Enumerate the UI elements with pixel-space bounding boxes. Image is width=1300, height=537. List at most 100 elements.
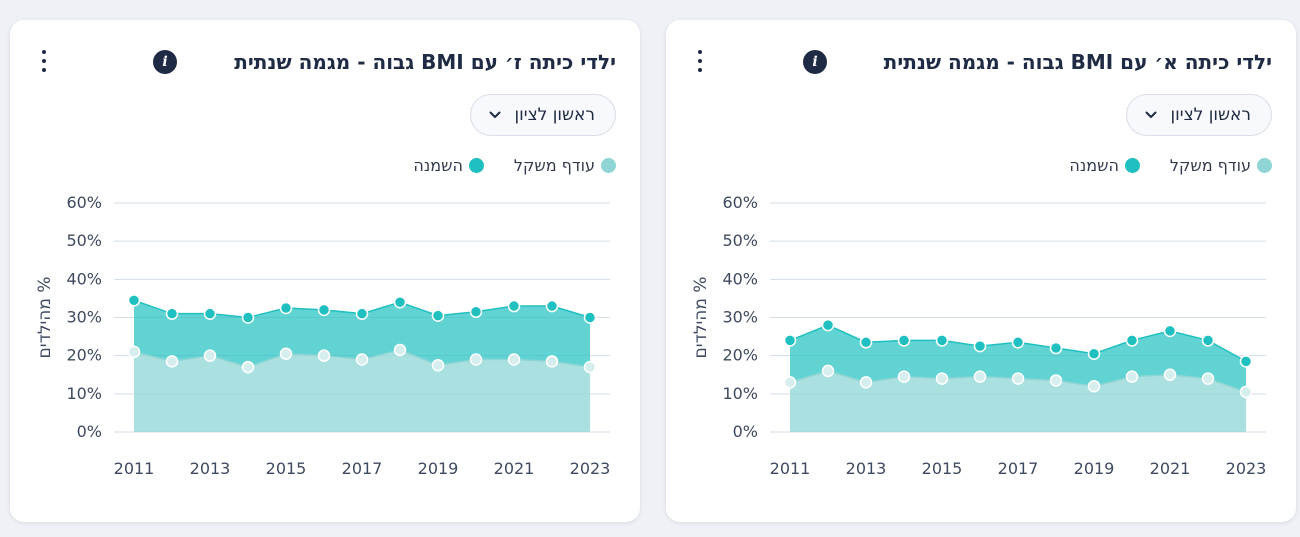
area-chart-grade7: 0% 10% 20% 30% 40% 50% 60% 2011 2013 2015 2017 2019… (35, 193, 611, 478)
y-tick-label: 40% (66, 269, 102, 288)
data-point-obesity (127, 294, 141, 307)
data-point-obesity (1011, 336, 1025, 349)
data-point-overweight (279, 347, 293, 361)
legend-label-obesity: השמנה (413, 156, 463, 175)
y-tick-label: 50% (66, 231, 102, 250)
x-tick-label: 2021 (494, 459, 535, 478)
data-point-overweight (859, 376, 873, 389)
y-tick-label: 30% (722, 308, 758, 327)
y-tick-label: 30% (66, 308, 102, 327)
legend-label-obesity: השמנה (1069, 156, 1119, 175)
legend-item-overweight[interactable]: עודף משקל (514, 156, 616, 175)
x-tick-label: 2021 (1150, 459, 1191, 478)
data-point-overweight (1163, 368, 1177, 381)
data-point-overweight (1011, 372, 1025, 385)
data-point-obesity (393, 295, 407, 309)
info-icon[interactable]: i (803, 50, 827, 74)
x-tick-label: 2023 (570, 459, 611, 478)
legend-swatch-obesity (468, 158, 484, 173)
data-point-overweight (507, 353, 521, 366)
legend-swatch-overweight (1257, 158, 1272, 173)
data-point-obesity (821, 318, 835, 332)
y-axis-label: % מהילדים (35, 276, 55, 358)
city-select[interactable]: ראשון לציון (469, 94, 616, 136)
x-tick-label: 2015 (266, 459, 307, 478)
data-point-obesity (545, 299, 559, 313)
y-tick-label: 50% (722, 231, 758, 250)
data-point-overweight (1201, 372, 1215, 385)
data-point-overweight (935, 372, 949, 385)
legend-label-overweight: עודף משקל (1169, 156, 1251, 175)
legend-swatch-obesity (1124, 158, 1140, 173)
y-tick-label: 0% (733, 422, 758, 441)
legend-item-obesity[interactable]: השמנה (1069, 156, 1140, 175)
y-tick-label: 20% (722, 346, 758, 365)
data-point-obesity (507, 299, 521, 313)
x-tick-label: 2017 (342, 459, 383, 478)
data-point-overweight (317, 349, 331, 362)
data-point-obesity (935, 334, 949, 347)
legend-item-overweight[interactable]: עודף משקל (1170, 156, 1272, 175)
data-point-overweight (127, 345, 141, 359)
data-point-obesity (1239, 355, 1253, 368)
x-tick-label: 2019 (1074, 459, 1115, 478)
city-select-value: ראשון לציון (1170, 105, 1251, 125)
legend: עודף משקל השמנה (413, 156, 616, 175)
data-point-obesity (859, 336, 873, 349)
data-point-obesity (583, 311, 597, 324)
city-select-value: ראשון לציון (514, 105, 595, 125)
data-point-obesity (241, 311, 255, 324)
y-tick-label: 20% (66, 346, 102, 365)
data-point-overweight (1125, 370, 1139, 383)
data-point-obesity (783, 334, 797, 347)
data-point-overweight (165, 355, 179, 368)
data-point-obesity (1163, 324, 1177, 338)
y-tick-label: 0% (77, 422, 102, 441)
x-tick-label: 2013 (190, 459, 231, 478)
chart-title: ילדי כיתה א׳ עם BMI גבוה - מגמה שנתית (883, 50, 1272, 74)
data-point-overweight (393, 343, 407, 357)
info-icon[interactable]: i (153, 50, 177, 74)
legend-swatch-overweight (601, 158, 616, 173)
city-select[interactable]: ראשון לציון (1125, 94, 1272, 136)
data-point-obesity (897, 334, 911, 347)
data-point-obesity (279, 301, 293, 315)
data-point-overweight (783, 376, 797, 389)
series-area-overweight (790, 370, 1246, 432)
x-tick-label: 2013 (846, 459, 887, 478)
data-point-obesity (469, 305, 483, 319)
data-point-overweight (241, 360, 255, 374)
data-point-obesity (165, 307, 179, 320)
x-tick-label: 2015 (922, 459, 963, 478)
data-point-overweight (1087, 379, 1101, 393)
data-point-obesity (317, 303, 331, 317)
x-tick-label: 2017 (998, 459, 1039, 478)
y-tick-label: 10% (722, 384, 758, 403)
data-point-overweight (583, 360, 597, 374)
data-point-overweight (545, 355, 559, 368)
data-point-overweight (355, 353, 369, 366)
data-point-obesity (973, 339, 987, 353)
data-point-overweight (1239, 385, 1253, 399)
data-point-overweight (973, 370, 987, 383)
data-point-obesity (1087, 347, 1101, 361)
chevron-down-icon (489, 111, 501, 118)
x-tick-label: 2011 (770, 459, 811, 478)
data-point-obesity (203, 307, 217, 320)
area-chart-grade1: 0% 10% 20% 30% 40% 50% 60% 2011 2013 2015 2017 2019… (691, 193, 1267, 478)
y-tick-label: 40% (722, 269, 758, 288)
data-point-overweight (203, 349, 217, 362)
y-tick-label: 10% (66, 384, 102, 403)
y-axis-label: % מהילדים (691, 276, 711, 358)
data-point-obesity (1201, 334, 1215, 347)
data-point-overweight (431, 358, 445, 372)
x-tick-label: 2023 (1226, 459, 1267, 478)
chart-title: ילדי כיתה ז׳ עם BMI גבוה - מגמה שנתית (234, 50, 616, 74)
more-vertical-icon[interactable] (694, 48, 706, 74)
legend: עודף משקל השמנה (1069, 156, 1272, 175)
more-vertical-icon[interactable] (38, 48, 50, 74)
legend-item-obesity[interactable]: השמנה (413, 156, 484, 175)
data-point-overweight (1049, 374, 1063, 387)
chevron-down-icon (1145, 111, 1157, 118)
y-tick-label: 60% (66, 193, 102, 212)
